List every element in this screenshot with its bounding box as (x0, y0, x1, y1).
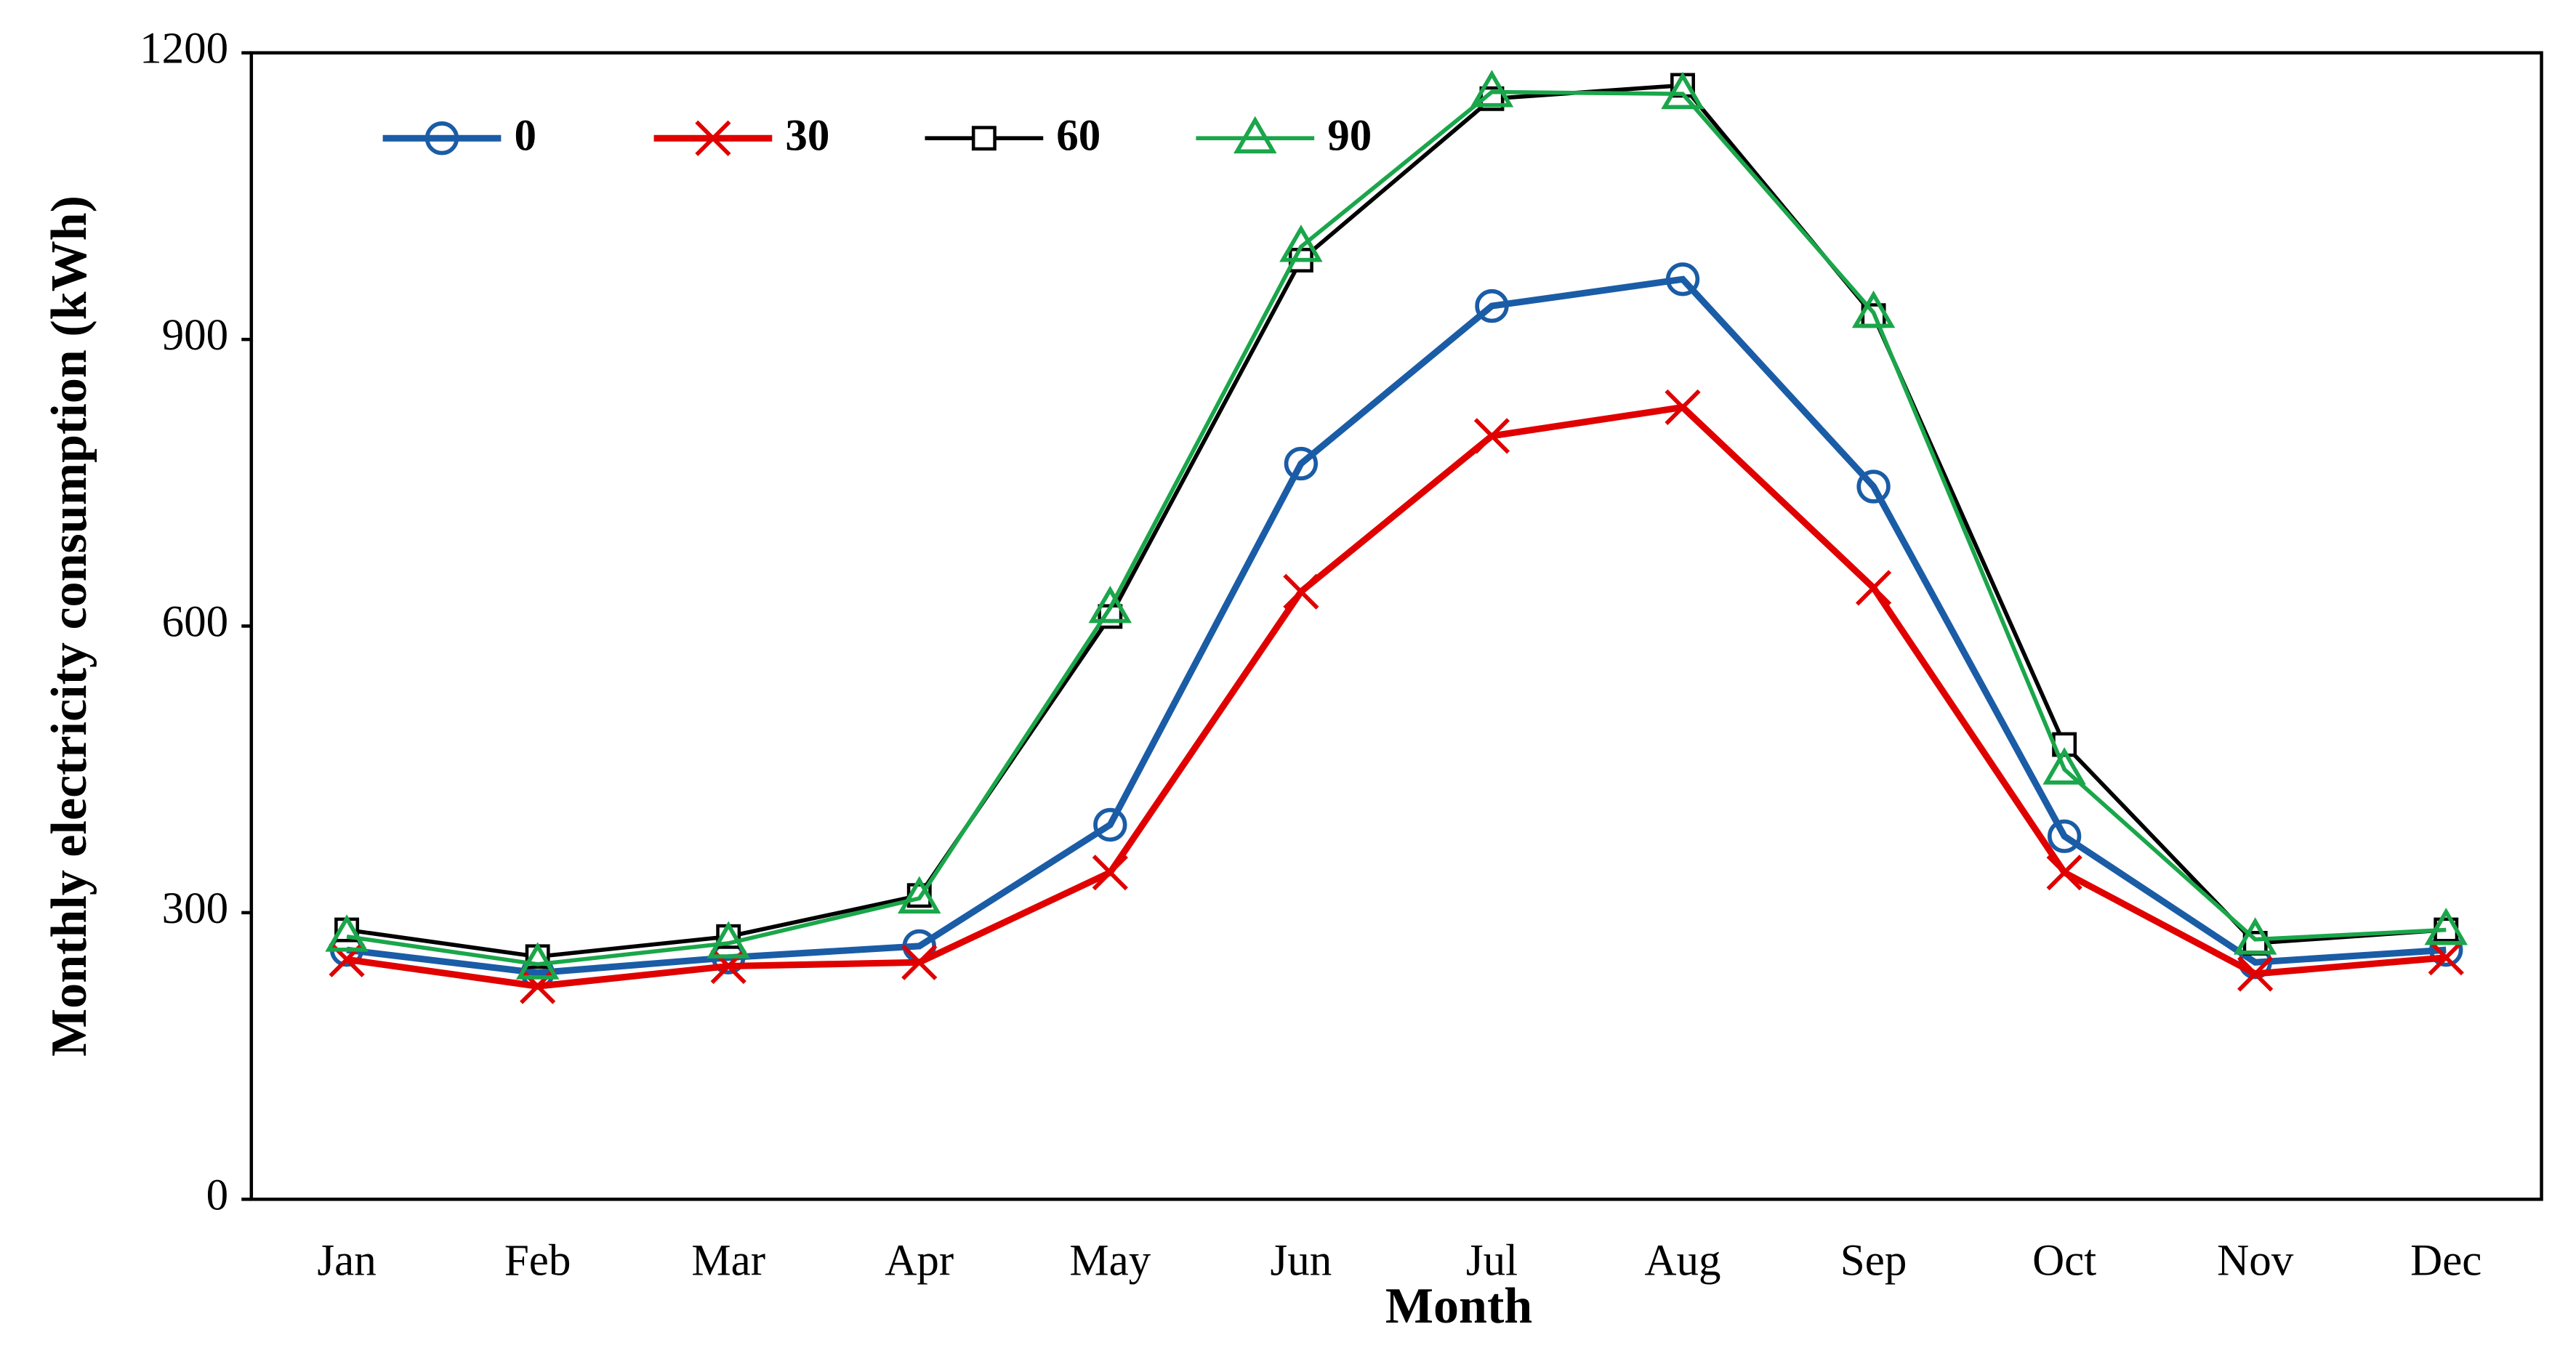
legend-label: 0 (514, 111, 536, 160)
marker (1088, 586, 1132, 624)
marker (1665, 389, 1701, 426)
legend-label: 60 (1056, 111, 1100, 160)
marker (325, 914, 369, 952)
x-tick-label: Jun (1271, 1237, 1332, 1286)
legend-marker (971, 126, 997, 151)
y-axis-title: Monthly electricity consumption (kWh) (41, 195, 97, 1057)
y-tick-label: 0 (206, 1171, 229, 1219)
x-axis-title: Month (1385, 1278, 1532, 1334)
marker (2424, 908, 2468, 945)
marker (1856, 469, 1891, 504)
plot-frame (249, 51, 2543, 1201)
marker (898, 876, 941, 914)
x-tick-label: Sep (1840, 1237, 1907, 1286)
marker (707, 921, 750, 959)
marker (1093, 807, 1127, 842)
y-tick-label: 600 (162, 598, 229, 647)
marker (2047, 819, 2082, 853)
marker (520, 968, 556, 1004)
legend-label: 90 (1327, 111, 1372, 160)
x-tick-label: May (1069, 1237, 1151, 1286)
x-tick-label: Dec (2410, 1237, 2482, 1286)
marker (2233, 917, 2277, 955)
marker (2042, 747, 2086, 785)
x-tick-label: Aug (1644, 1237, 1720, 1286)
x-tick-label: Apr (885, 1237, 954, 1286)
series-line (346, 89, 2447, 967)
marker (1851, 290, 1896, 328)
legend-marker (424, 121, 459, 156)
series-line (346, 275, 2447, 977)
marker (515, 942, 560, 980)
marker (2237, 956, 2274, 992)
marker (1475, 288, 1509, 323)
marker (1661, 71, 1704, 110)
x-tick-label: Mar (691, 1237, 765, 1286)
x-tick-label: Jan (317, 1237, 376, 1286)
marker (901, 944, 938, 980)
legend-marker (1233, 116, 1277, 154)
marker (1470, 70, 1514, 108)
series-line (346, 403, 2447, 990)
x-tick-label: Oct (2032, 1237, 2096, 1286)
x-tick-label: Nov (2217, 1237, 2294, 1286)
x-tick-label: Feb (504, 1237, 571, 1286)
marker (1284, 446, 1319, 481)
marker (1279, 225, 1323, 262)
legend-label: 30 (785, 111, 829, 160)
marker (2428, 940, 2464, 976)
y-tick-label: 900 (162, 311, 229, 360)
legend-marker (695, 120, 731, 156)
marker (1473, 418, 1510, 454)
y-tick-label: 300 (162, 884, 229, 933)
marker (1665, 262, 1700, 296)
marker (2046, 855, 2082, 891)
x-tick-label: Jul (1466, 1237, 1518, 1286)
marker (1283, 573, 1319, 610)
series-line (346, 83, 2447, 959)
y-tick-label: 1200 (140, 25, 228, 73)
marker (1855, 570, 1892, 606)
marker (1092, 855, 1128, 891)
